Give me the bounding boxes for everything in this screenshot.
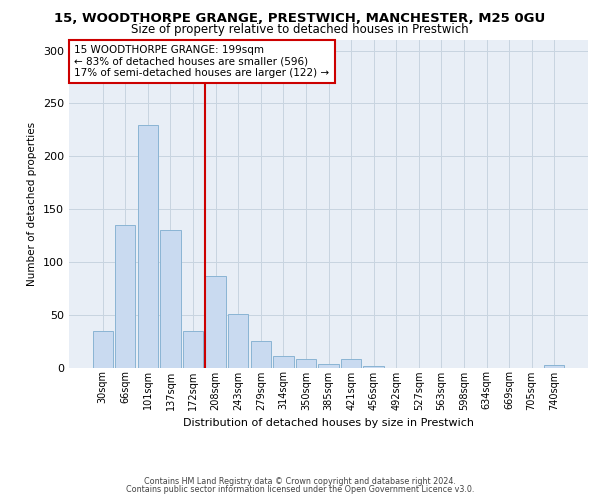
Bar: [364, 366, 384, 368]
Bar: [115, 225, 136, 368]
Text: 15 WOODTHORPE GRANGE: 199sqm
← 83% of detached houses are smaller (596)
17% of s: 15 WOODTHORPE GRANGE: 199sqm ← 83% of de…: [74, 45, 329, 78]
Bar: [92, 330, 113, 368]
Bar: [296, 359, 316, 368]
Bar: [544, 366, 565, 368]
Bar: [251, 341, 271, 367]
Text: Distribution of detached houses by size in Prestwich: Distribution of detached houses by size …: [184, 418, 475, 428]
Bar: [138, 124, 158, 368]
Bar: [273, 356, 293, 368]
Bar: [205, 276, 226, 368]
Bar: [319, 364, 338, 368]
Y-axis label: Number of detached properties: Number of detached properties: [28, 122, 37, 286]
Bar: [160, 230, 181, 368]
Text: 15, WOODTHORPE GRANGE, PRESTWICH, MANCHESTER, M25 0GU: 15, WOODTHORPE GRANGE, PRESTWICH, MANCHE…: [55, 12, 545, 26]
Text: Size of property relative to detached houses in Prestwich: Size of property relative to detached ho…: [131, 24, 469, 36]
Bar: [183, 330, 203, 368]
Text: Contains HM Land Registry data © Crown copyright and database right 2024.: Contains HM Land Registry data © Crown c…: [144, 478, 456, 486]
Bar: [341, 359, 361, 368]
Bar: [228, 314, 248, 368]
Text: Contains public sector information licensed under the Open Government Licence v3: Contains public sector information licen…: [126, 485, 474, 494]
